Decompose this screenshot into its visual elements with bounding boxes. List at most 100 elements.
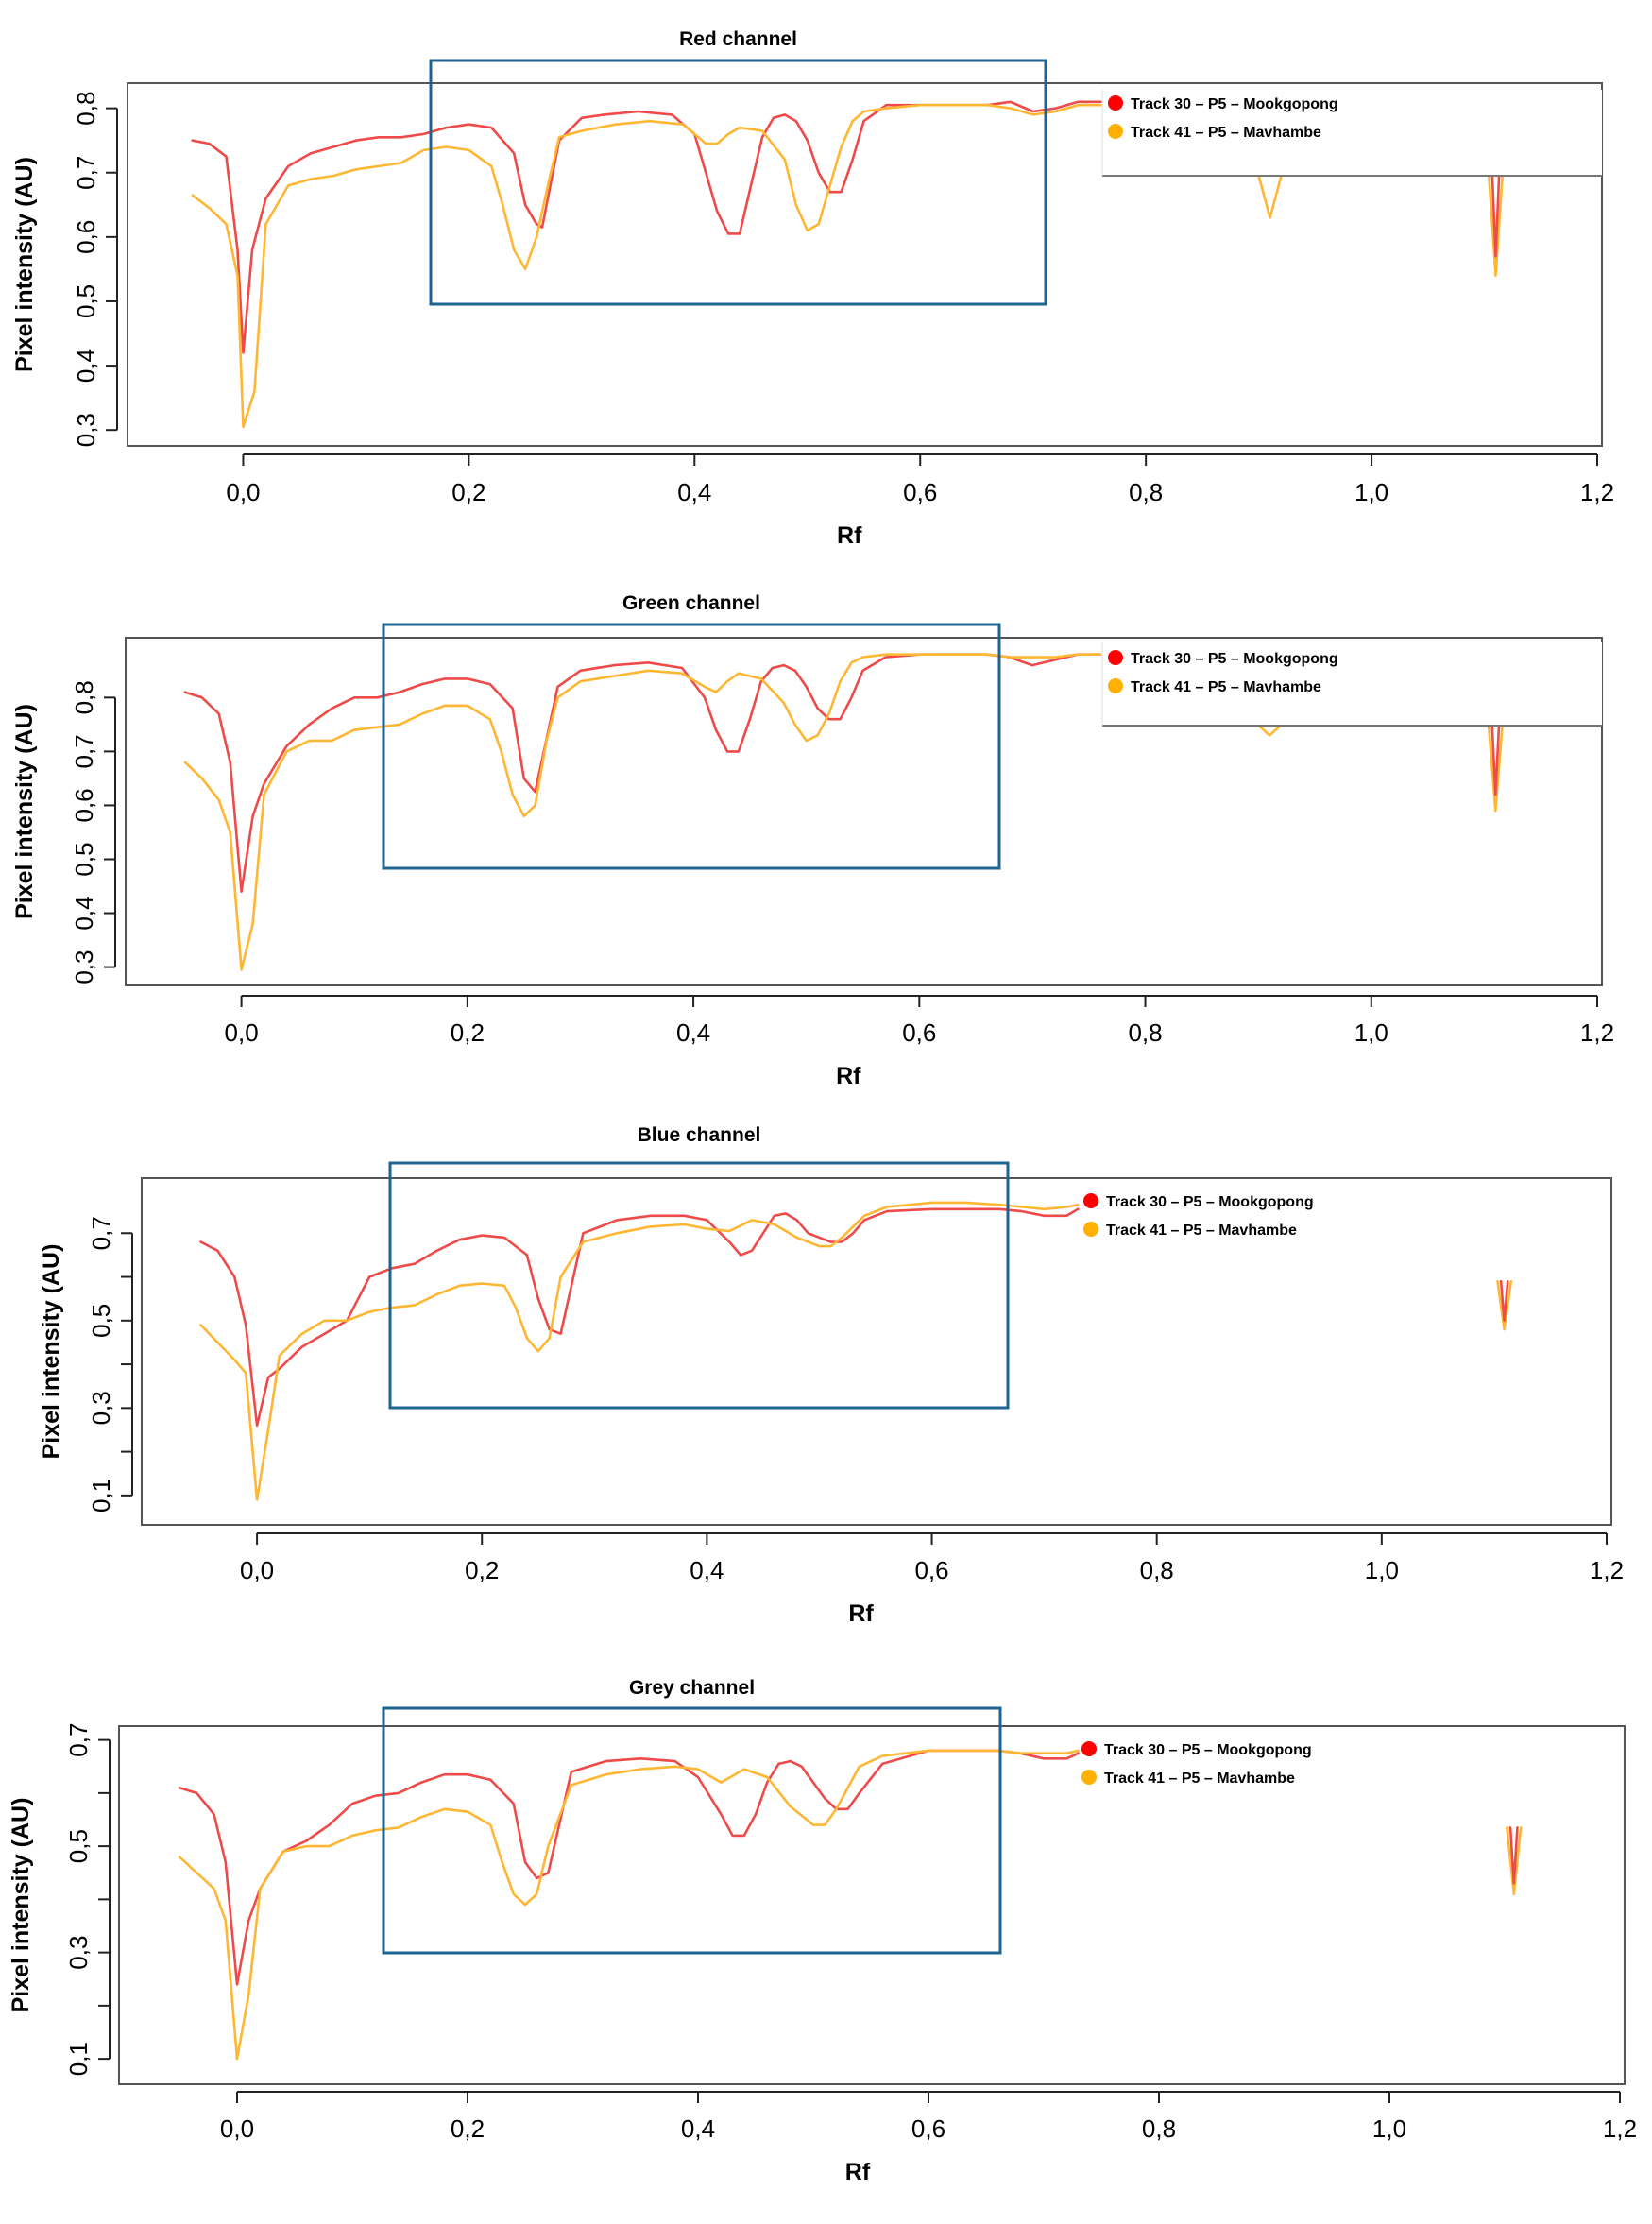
x-tick-label: 1,2 [1580, 478, 1614, 506]
x-tick-label: 0,4 [681, 2114, 715, 2143]
y-tick-label: 0,5 [70, 842, 98, 876]
chart-title: Grey channel [629, 1677, 755, 1699]
x-tick-label: 1,0 [1365, 1556, 1399, 1584]
x-tick-label: 0,4 [677, 478, 711, 506]
y-tick-label: 0,3 [64, 1936, 93, 1970]
x-axis-label: Rf [837, 522, 862, 549]
highlight-region-box [382, 623, 1001, 870]
series-line-track30 [178, 1749, 1080, 1986]
highlight-region-box [388, 1161, 1010, 1410]
legend-marker [1083, 1222, 1098, 1237]
y-axis-label: Pixel intensity (AU) [8, 1798, 34, 2013]
legend-marker [1081, 1741, 1097, 1756]
y-tick-label: 0,1 [87, 1479, 115, 1513]
y-axis-label: Pixel intensity (AU) [11, 704, 38, 919]
series-line-track30 [1508, 1826, 1519, 1885]
series-line-track41 [183, 653, 1101, 971]
y-axis-label: Pixel intensity (AU) [11, 157, 38, 372]
legend-marker [1108, 124, 1123, 139]
y-tick-label: 0,5 [64, 1829, 93, 1863]
x-tick-label: 0,8 [1140, 1556, 1174, 1584]
legend-label: Track 41 – P5 – Mavhambe [1131, 125, 1321, 141]
legend-marker [1081, 1770, 1097, 1785]
x-tick-label: 0,0 [225, 1018, 259, 1047]
series-line-track30 [1490, 174, 1501, 258]
x-tick-label: 1,2 [1590, 1556, 1624, 1584]
legend-marker [1108, 650, 1123, 665]
x-tick-label: 0,8 [1128, 1018, 1162, 1047]
series-line-track41 [191, 103, 1102, 429]
x-tick-label: 0,0 [220, 2114, 254, 2143]
chart-title: Blue channel [638, 1124, 761, 1146]
x-tick-label: 1,0 [1372, 2114, 1406, 2143]
x-tick-label: 0,2 [465, 1556, 499, 1584]
plot-frame [125, 637, 1603, 986]
series-line-track30 [1490, 726, 1501, 796]
legend-label: Track 30 – P5 – Mookgopong [1106, 1194, 1314, 1210]
x-tick-label: 0,0 [226, 478, 260, 506]
legend-marker [1108, 678, 1123, 693]
x-tick-label: 0,6 [914, 1556, 948, 1584]
series-line-track30 [199, 1207, 1080, 1428]
x-tick-label: 0,8 [1129, 478, 1163, 506]
legend-marker [1083, 1193, 1098, 1208]
x-tick-label: 0,4 [690, 1556, 724, 1584]
x-tick-label: 1,0 [1354, 1018, 1388, 1047]
highlight-region-box [382, 1706, 1002, 1955]
series-line-track30 [1499, 1279, 1509, 1323]
y-tick-label: 0,7 [72, 156, 100, 190]
y-tick-label: 0,7 [70, 734, 98, 768]
y-tick-label: 0,8 [70, 680, 98, 714]
series-line-track41 [178, 1749, 1080, 2061]
chart-title: Red channel [679, 28, 797, 50]
x-tick-label: 0,2 [451, 2114, 485, 2143]
x-axis-label: Rf [845, 2159, 871, 2185]
y-tick-label: 0,1 [64, 2042, 93, 2076]
legend-box [1102, 90, 1602, 176]
legend-label: Track 30 – P5 – Mookgopong [1104, 1742, 1312, 1758]
legend-label: Track 41 – P5 – Mavhambe [1131, 679, 1321, 695]
chart-title: Green channel [622, 592, 760, 614]
series-line-track41 [1257, 174, 1283, 219]
series-line-track41 [1506, 1826, 1523, 1896]
y-tick-label: 0,5 [72, 284, 100, 318]
y-tick-label: 0,5 [87, 1304, 115, 1338]
legend-label: Track 30 – P5 – Mookgopong [1131, 651, 1338, 667]
series-line-track41 [199, 1201, 1080, 1501]
plot-frame [127, 82, 1603, 447]
x-tick-label: 0,2 [451, 1018, 485, 1047]
series-line-track30 [183, 653, 1101, 894]
y-tick-label: 0,4 [72, 349, 100, 383]
y-tick-label: 0,8 [72, 92, 100, 126]
x-axis-label: Rf [836, 1063, 861, 1089]
series-line-track41 [1496, 1279, 1513, 1331]
plot-frame [118, 1725, 1626, 2085]
chart-panel-2: 0,0 0,2 0,4 0,6 0,8 1,0 1,2 0,3 0,4 0,5 0,6 0,7 0,8 R… [11, 592, 1614, 1089]
y-tick-label: 0,3 [72, 413, 100, 447]
x-tick-label: 0,6 [911, 2114, 945, 2143]
x-tick-label: 0,8 [1142, 2114, 1176, 2143]
legend-marker [1108, 95, 1123, 111]
y-tick-label: 0,6 [70, 788, 98, 822]
y-tick-label: 0,4 [70, 896, 98, 930]
y-axis-label: Pixel intensity (AU) [38, 1244, 64, 1460]
y-tick-label: 0,3 [70, 950, 98, 984]
y-tick-label: 0,6 [72, 220, 100, 254]
y-tick-label: 0,7 [87, 1216, 115, 1250]
legend-label: Track 41 – P5 – Mavhambe [1106, 1223, 1297, 1239]
x-tick-label: 1,0 [1354, 478, 1388, 506]
x-axis-label: Rf [848, 1600, 874, 1627]
chart-panel-4: 0,0 0,2 0,4 0,6 0,8 1,0 1,2 0,1 0,3 0,5 0,7 Rf Pixel… [8, 1677, 1637, 2185]
series-line-track41 [1259, 726, 1280, 737]
y-tick-label: 0,7 [64, 1723, 93, 1757]
plot-frame [141, 1177, 1612, 1526]
x-tick-label: 0,2 [451, 478, 485, 506]
x-tick-label: 0,6 [903, 478, 937, 506]
legend-box [1102, 642, 1602, 726]
series-line-track41 [1488, 174, 1504, 278]
chart-panel-3: 0,0 0,2 0,4 0,6 0,8 1,0 1,2 0,1 0,3 0,5 0,7 Rf Pixel… [38, 1124, 1624, 1627]
legend-label: Track 41 – P5 – Mavhambe [1104, 1771, 1295, 1787]
x-tick-label: 1,2 [1580, 1018, 1614, 1047]
chart-panel-1: 0,0 0,2 0,4 0,6 0,8 1,0 1,2 0,3 0,4 0,5 0,6 0,7 0,8 R… [11, 28, 1614, 549]
